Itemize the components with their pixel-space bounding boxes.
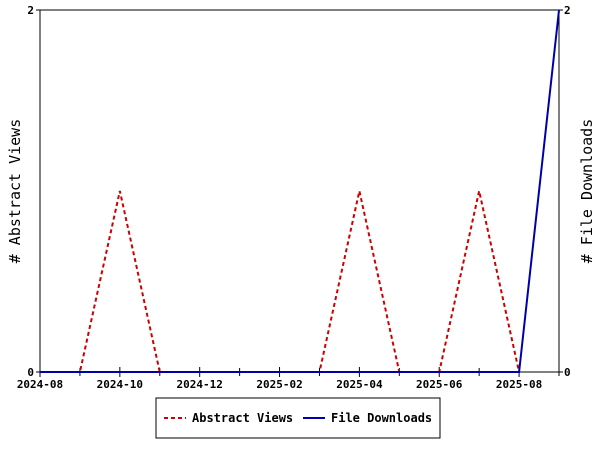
- x-tick-label: 2024-08: [17, 378, 63, 391]
- right-axis-title: # File Downloads: [578, 119, 596, 264]
- legend: Abstract Views File Downloads: [155, 397, 441, 439]
- legend-label-file-downloads: File Downloads: [331, 411, 432, 425]
- series-line-file-downloads: [40, 9, 560, 373]
- y-tick-label-right: 2: [564, 4, 571, 17]
- y-tick-label-right: 0: [564, 366, 571, 379]
- legend-box: [155, 397, 441, 439]
- left-axis-title: # Abstract Views: [6, 119, 24, 264]
- x-tick-label: 2024-10: [97, 378, 143, 391]
- x-tick-label: 2025-04: [336, 378, 383, 391]
- y-tick-label-left: 0: [27, 366, 34, 379]
- y-tick-label-left: 2: [27, 4, 34, 17]
- series-layer: [40, 9, 560, 373]
- x-tick-label: 2025-06: [416, 378, 463, 391]
- x-tick-label: 2025-08: [496, 378, 542, 391]
- legend-label-abstract-views: Abstract Views: [192, 411, 293, 425]
- x-axis-tick-labels: 2024-08 2024-10 2024-12 2025-02 2025-04 2025-…: [17, 378, 542, 391]
- x-tick-label: 2025-02: [256, 378, 302, 391]
- plot-frame: [39, 9, 560, 373]
- x-tick-label: 2024-12: [177, 378, 223, 391]
